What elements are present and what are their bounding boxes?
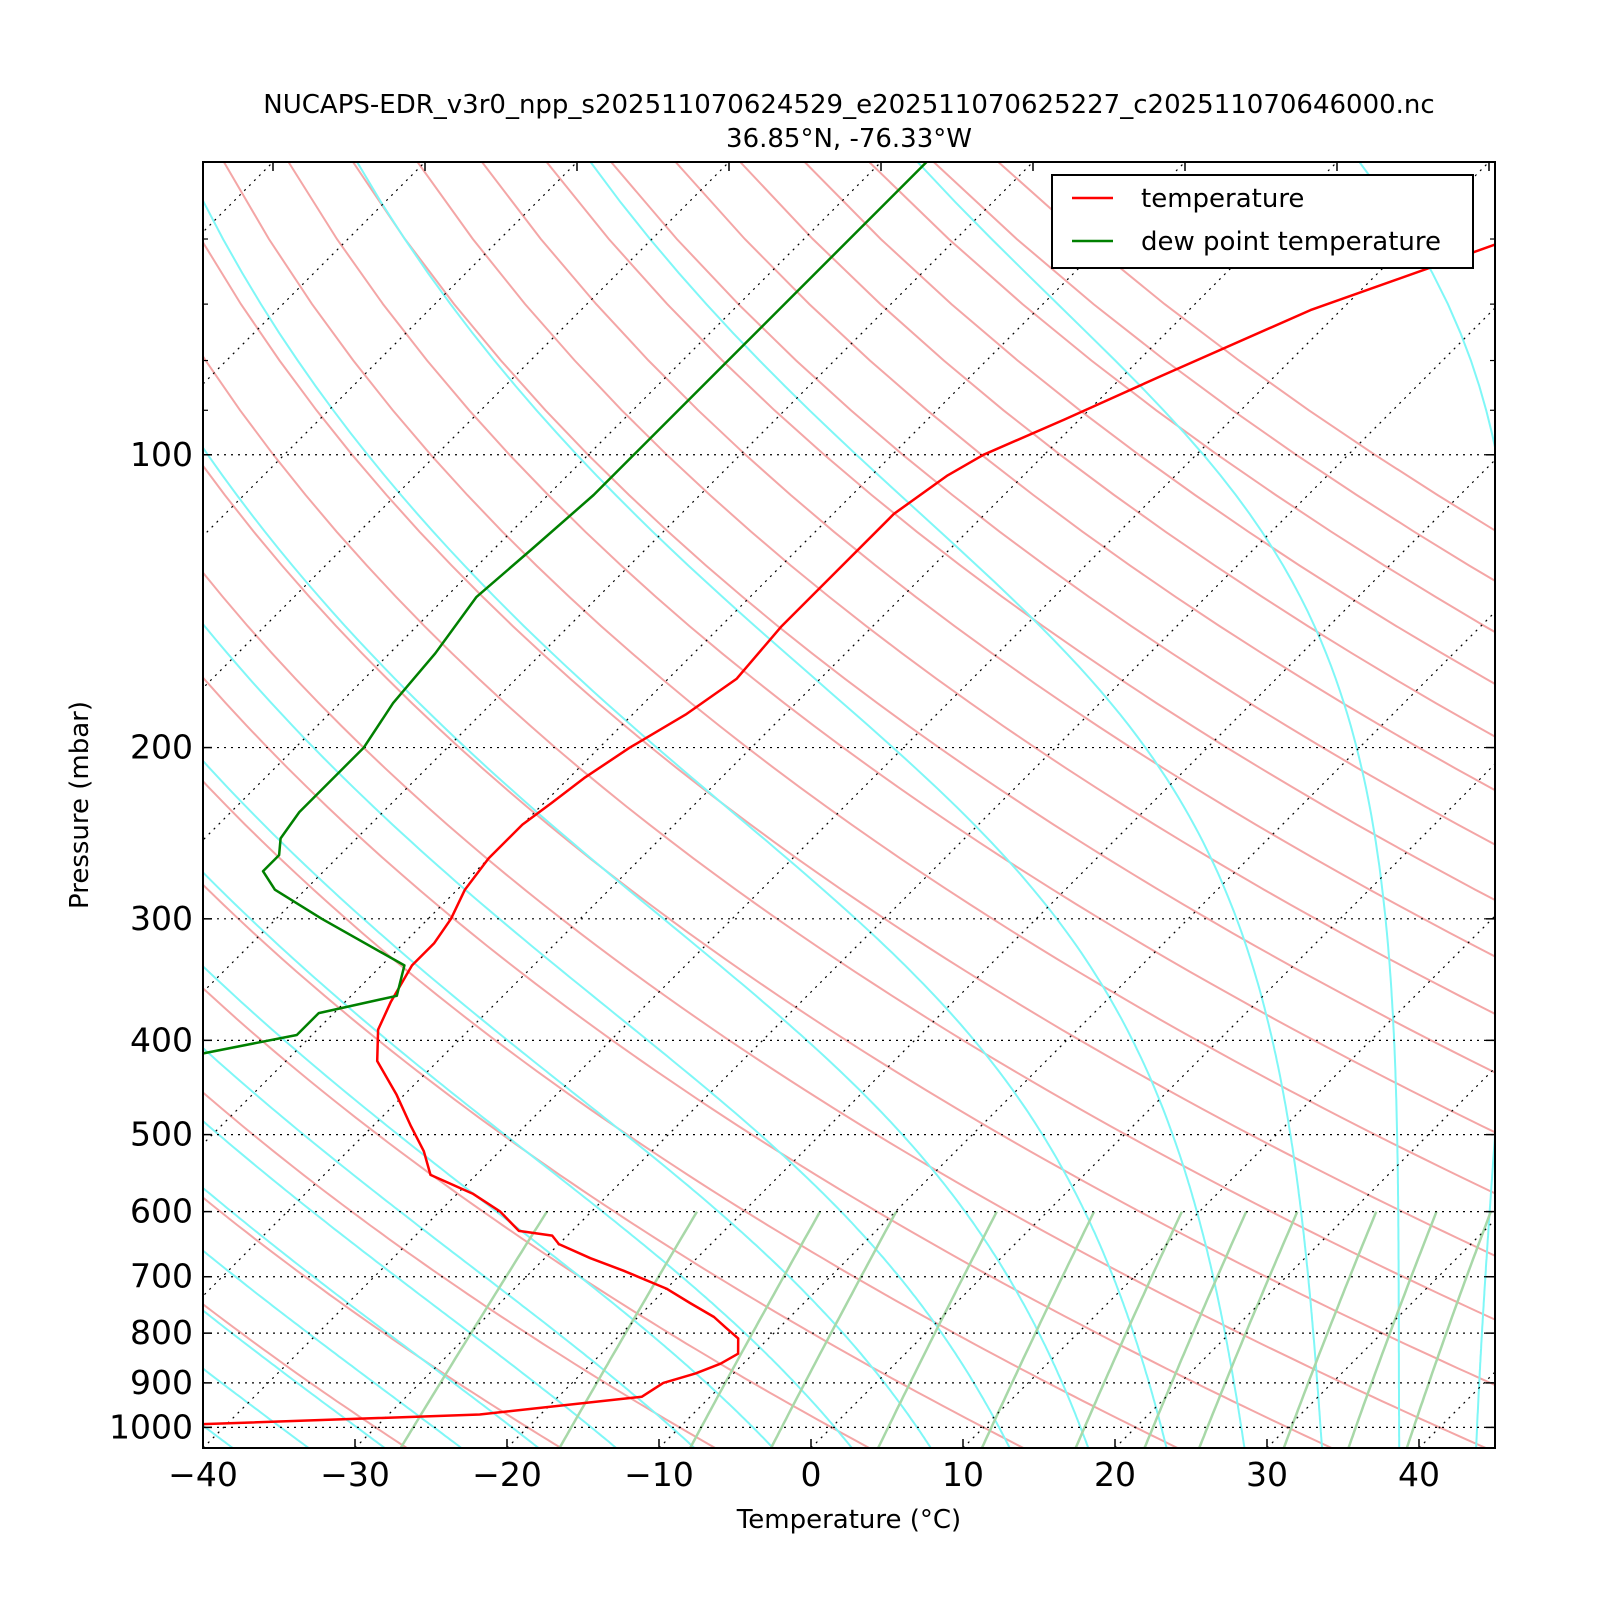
dry-adiabat	[203, 1196, 564, 1448]
dry-adiabat	[203, 1091, 718, 1448]
y-tick-label: 500	[130, 1115, 193, 1154]
x-tick-label: 20	[1094, 1455, 1136, 1494]
x-tick-label: −10	[624, 1455, 694, 1494]
x-tick-label: −20	[472, 1455, 542, 1494]
mixing-ratio-line	[980, 1211, 1096, 1448]
x-tick-label: −30	[320, 1455, 390, 1494]
moist-adiabat	[203, 1367, 311, 1448]
y-tick-labels: 100 200 300 400 500 600 700 800 900 1000	[109, 435, 193, 1447]
moist-adiabat	[203, 198, 1168, 1448]
dry-adiabat	[203, 354, 1495, 1321]
mixing-ratio-line	[1405, 1211, 1492, 1448]
x-tick-label: 0	[801, 1455, 822, 1494]
mixing-ratio-line	[1143, 1211, 1248, 1448]
mixing-ratio-line	[1198, 1211, 1299, 1448]
dry-adiabat	[203, 883, 1026, 1448]
legend-label-dew-point: dew point temperature	[1141, 227, 1441, 257]
moist-adiabat	[203, 1309, 387, 1448]
x-tick-label: 10	[942, 1455, 984, 1494]
y-tick-label: 600	[130, 1192, 193, 1231]
y-tick-label: 200	[130, 728, 193, 767]
series-line-dew-point	[203, 162, 928, 1055]
axis-ticks	[202, 161, 1495, 1448]
x-axis-label: Temperature (°C)	[736, 1505, 961, 1535]
grid-lines	[203, 162, 1495, 1448]
moist-adiabat	[589, 162, 1324, 1448]
mixing-ratio-line	[1347, 1211, 1438, 1448]
x-tick-label: −40	[168, 1455, 238, 1494]
background-lines	[203, 162, 1495, 1448]
y-tick-label: 400	[130, 1020, 193, 1059]
x-tick-label: 30	[1246, 1455, 1288, 1494]
legend-box	[1051, 174, 1474, 269]
series-layer	[203, 162, 1495, 1426]
moist-adiabat	[203, 622, 1011, 1448]
mixing-ratio-line	[558, 1210, 699, 1448]
dry-adiabat	[545, 162, 1495, 902]
dry-adiabat	[352, 162, 1495, 1074]
moist-adiabat	[203, 870, 854, 1448]
moist-adiabat	[356, 162, 1246, 1448]
mixing-ratio-line	[769, 1211, 898, 1448]
moist-adiabat	[203, 1119, 618, 1448]
dry-adiabat	[481, 162, 1495, 958]
dry-adiabat	[287, 162, 1495, 1134]
moist-adiabat	[1358, 162, 1495, 1448]
dry-adiabat	[203, 779, 1180, 1448]
dry-adiabat	[203, 1302, 409, 1448]
dry-adiabat	[610, 162, 1495, 846]
x-tick-labels: −40 −30 −20 −10 0 10 20 30 40	[168, 1455, 1440, 1494]
dry-adiabat	[203, 676, 1335, 1448]
y-tick-label: 1000	[109, 1407, 193, 1446]
y-axis-label: Pressure (mbar)	[65, 701, 95, 909]
mixing-ratio-line	[689, 1210, 822, 1448]
moist-adiabat	[203, 445, 1090, 1448]
y-tick-label: 800	[130, 1313, 193, 1352]
moist-adiabat	[916, 162, 1401, 1448]
mixing-ratio-line	[876, 1211, 998, 1448]
chart-title: NUCAPS-EDR_v3r0_npp_s202511070624529_e20…	[263, 90, 1434, 120]
dry-adiabat	[223, 162, 1495, 1195]
moist-adiabat	[203, 1249, 464, 1448]
moist-adiabat	[203, 1046, 696, 1448]
moist-adiabat	[203, 759, 933, 1448]
dry-adiabat	[416, 162, 1495, 1016]
y-tick-label: 900	[130, 1363, 193, 1402]
mixing-ratio-line	[1282, 1211, 1378, 1448]
chart-subtitle: 36.85°N, -76.33°W	[726, 124, 972, 154]
mixing-ratio-line	[1074, 1211, 1184, 1448]
y-tick-label: 100	[130, 435, 193, 474]
plot-frame	[202, 161, 1496, 1449]
series-line-temperature	[203, 243, 1495, 1426]
legend-label-temperature: temperature	[1141, 184, 1304, 214]
dry-adiabat	[203, 464, 1495, 1387]
dry-adiabat	[203, 986, 872, 1448]
legend: temperature dew point temperature	[1051, 174, 1474, 269]
x-tick-label: 40	[1398, 1455, 1440, 1494]
y-tick-label: 300	[130, 899, 193, 938]
y-tick-label: 700	[130, 1257, 193, 1296]
moist-adiabat	[203, 1186, 541, 1448]
